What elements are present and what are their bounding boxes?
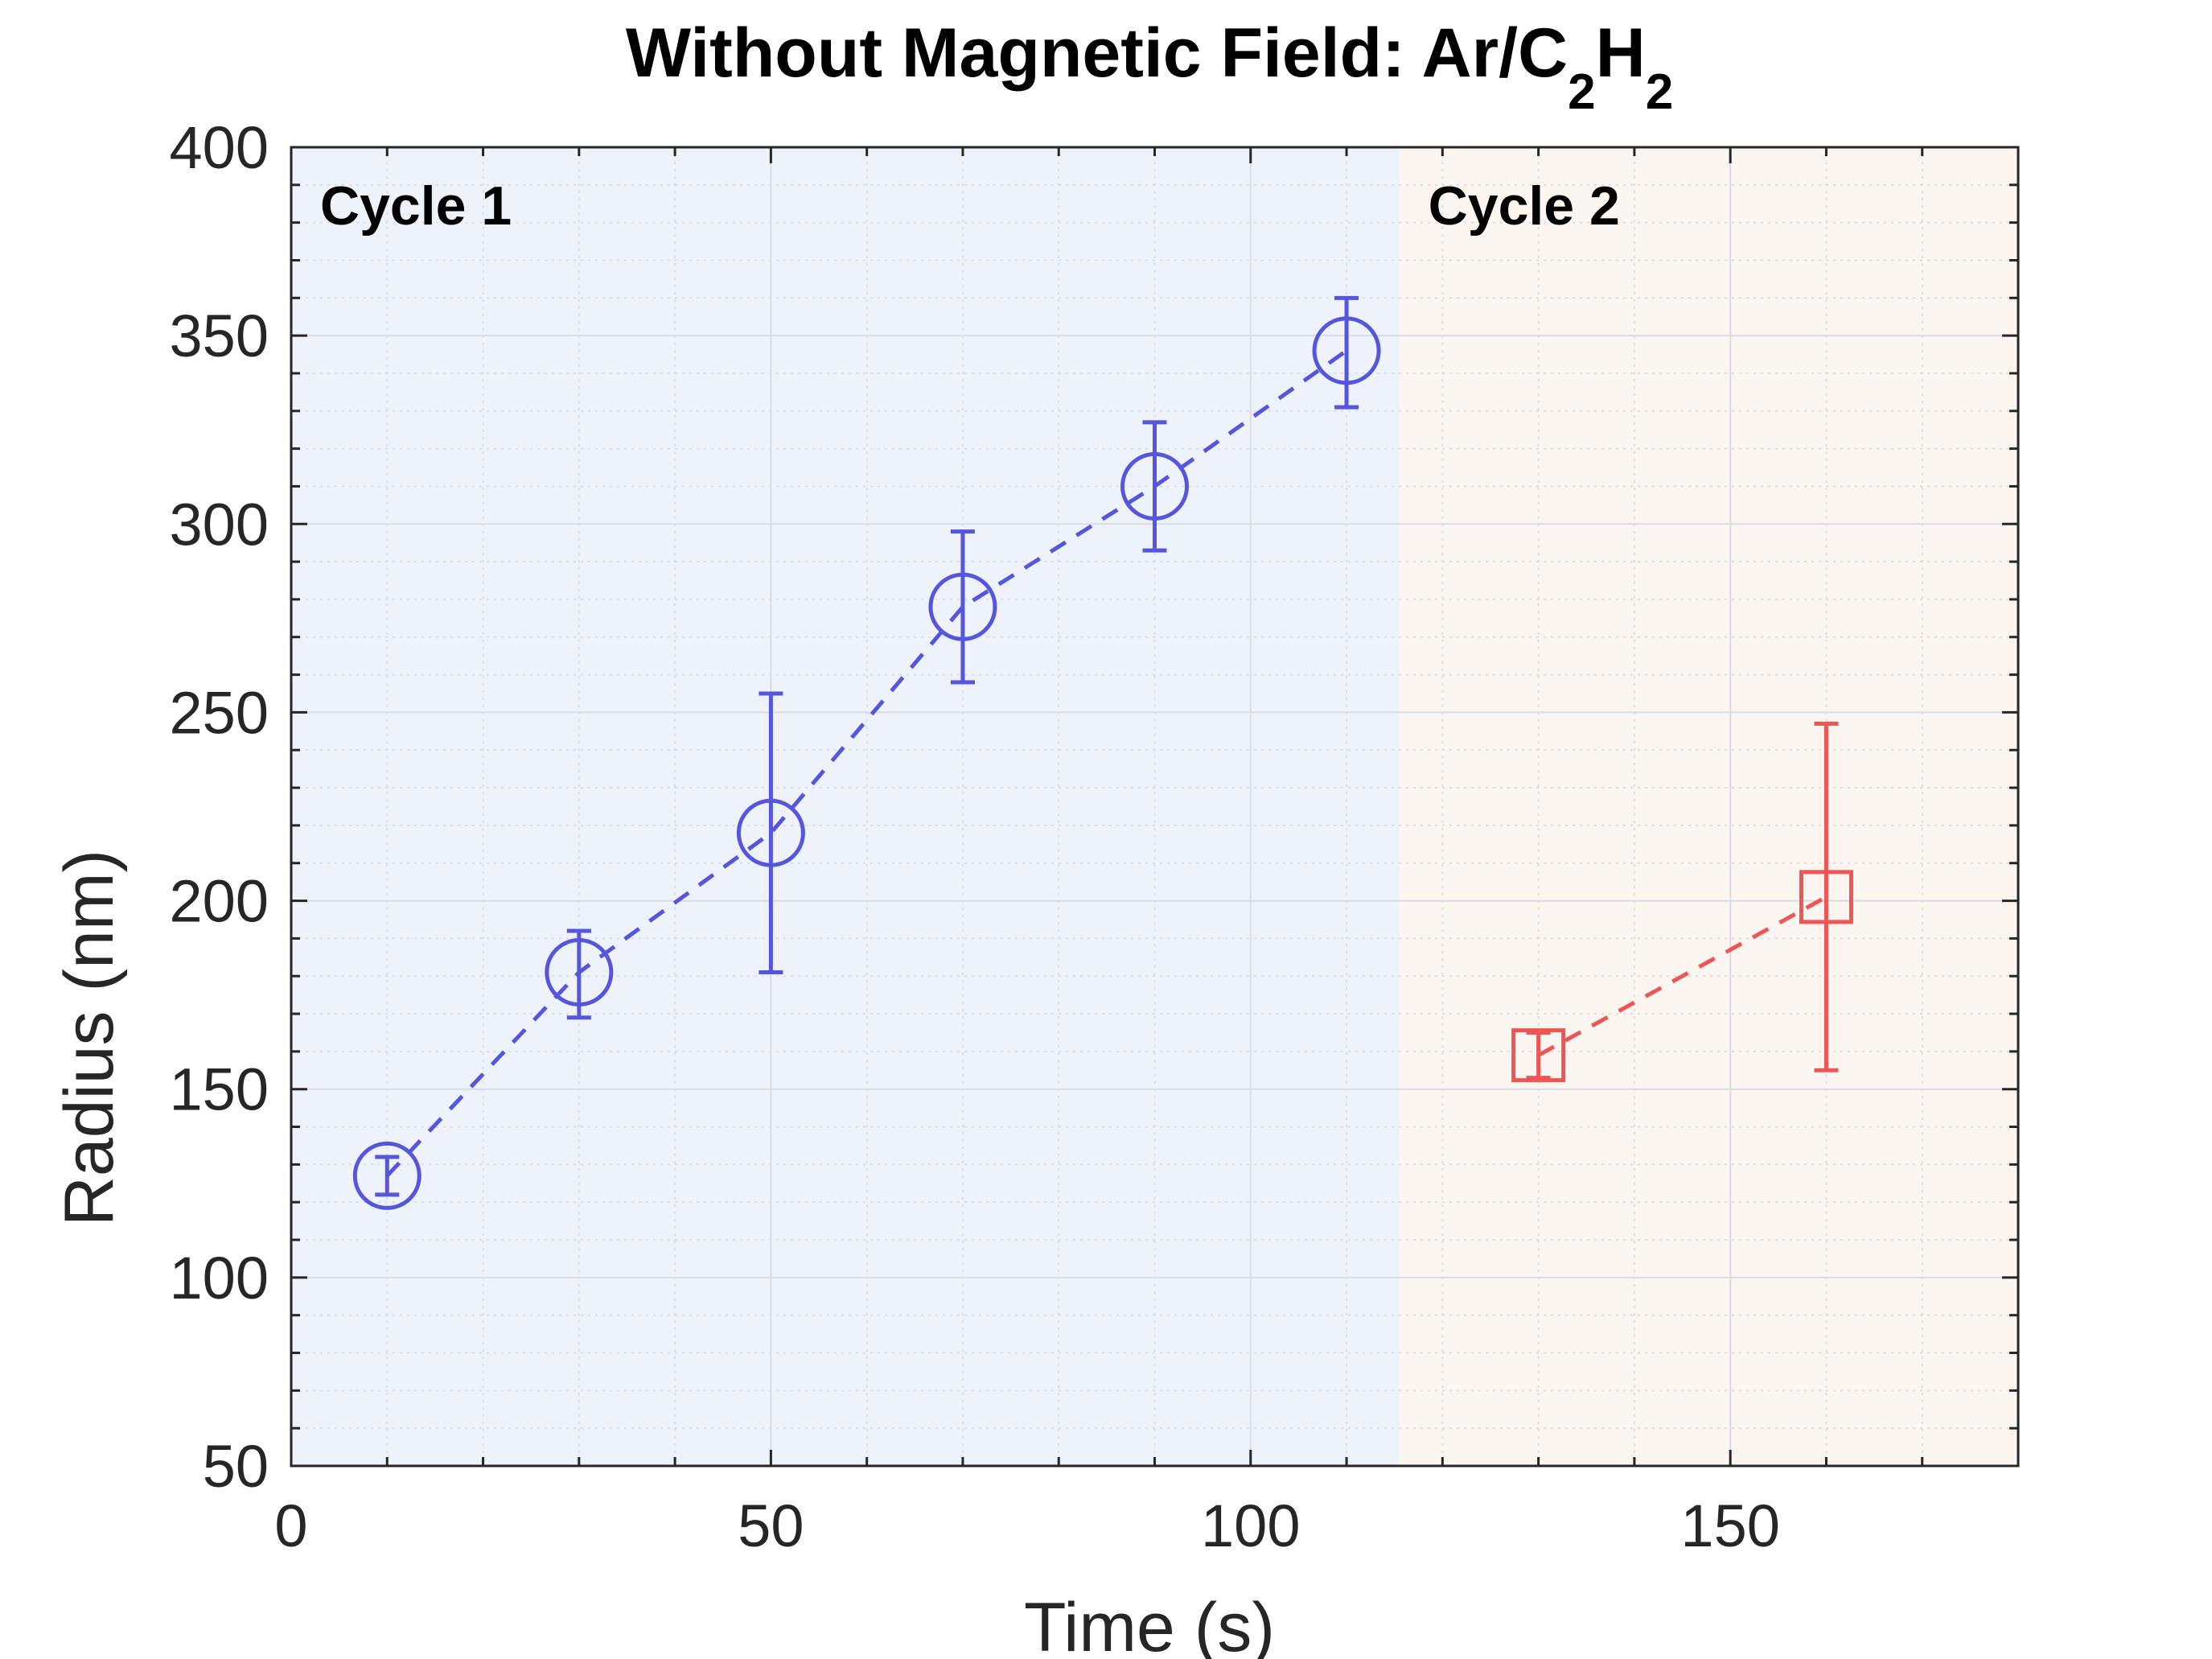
- error-bar: [950, 529, 975, 685]
- x-tick-label: 0: [274, 1492, 307, 1559]
- chart-title-sub1: 2: [1568, 64, 1595, 120]
- series-2: [1511, 721, 1853, 1083]
- plot-frame: [290, 146, 2020, 1468]
- error-bar: [1142, 420, 1167, 553]
- y-tick-label: 100: [170, 1245, 269, 1311]
- data-series: [352, 295, 1853, 1210]
- data-point: [1799, 870, 1853, 924]
- series-line: [385, 348, 1348, 1178]
- region-label-1: Cycle 1: [320, 175, 512, 237]
- chart-title-sub2: 2: [1646, 64, 1673, 120]
- x-tick-label: 50: [738, 1492, 804, 1559]
- background-regions: [291, 147, 2018, 1466]
- region-2: [1399, 147, 2018, 1466]
- error-bar: [1334, 295, 1359, 410]
- y-tick-label: 150: [170, 1056, 269, 1123]
- region-labels: Cycle 1 Cycle 2: [320, 175, 1620, 237]
- data-point: [352, 1141, 421, 1210]
- y-tick-label: 350: [170, 303, 269, 369]
- series-line: [1537, 895, 1828, 1057]
- series-1: [352, 295, 1381, 1210]
- data-point: [545, 938, 614, 1007]
- region-label-2: Cycle 2: [1429, 175, 1620, 237]
- x-axis-label: Time (s): [1024, 1589, 1275, 1659]
- x-tick-label: 100: [1201, 1492, 1300, 1559]
- data-point: [736, 798, 805, 867]
- y-tick-label: 250: [170, 679, 269, 746]
- data-point: [1120, 451, 1189, 521]
- grid-lines: [291, 147, 2018, 1466]
- y-tick-label: 50: [203, 1433, 269, 1500]
- error-bar: [1814, 721, 1839, 1072]
- error-bar: [375, 1155, 400, 1197]
- x-tick-label: 150: [1680, 1492, 1779, 1559]
- error-bar: [759, 691, 783, 975]
- y-tick-label: 300: [170, 491, 269, 558]
- error-bar: [1526, 1030, 1551, 1081]
- chart-title: Without Magnetic Field: Ar/C2H2: [626, 14, 1673, 120]
- y-axis-label: Radius (nm): [51, 850, 128, 1226]
- region-1: [291, 147, 1400, 1466]
- chart-title-main: Without Magnetic Field: Ar/C: [626, 14, 1568, 92]
- data-point: [1511, 1028, 1566, 1083]
- data-point: [1312, 316, 1381, 385]
- y-tick-label: 200: [170, 868, 269, 935]
- data-point: [928, 572, 997, 641]
- y-tick-label: 400: [170, 114, 269, 181]
- chart-title-mid: H: [1596, 14, 1646, 92]
